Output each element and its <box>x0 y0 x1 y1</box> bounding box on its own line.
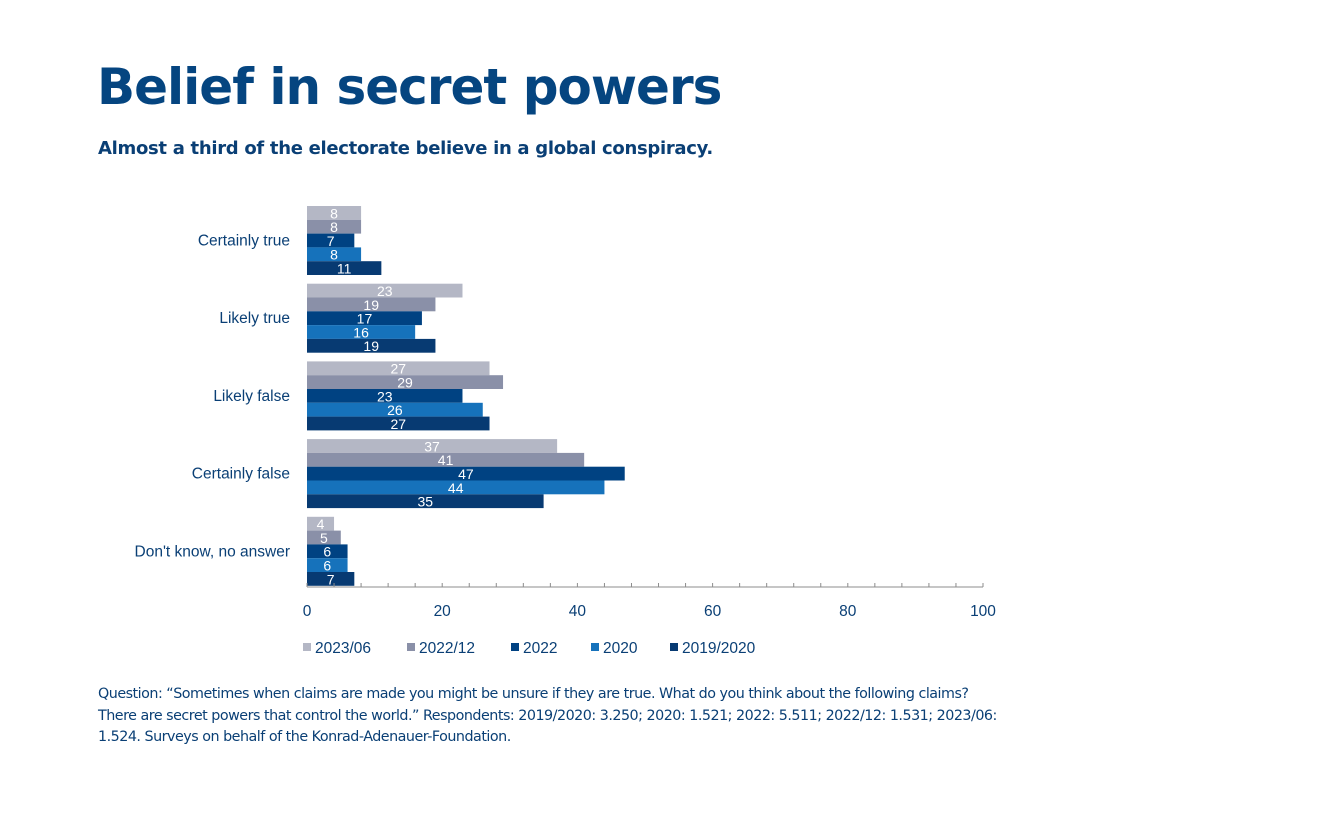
legend-swatch <box>591 643 599 651</box>
bar <box>307 466 625 481</box>
bar <box>307 206 362 220</box>
bar <box>307 297 436 312</box>
bar <box>307 389 463 403</box>
data-label: 7 <box>327 233 335 249</box>
data-label: 8 <box>330 219 338 235</box>
bar <box>307 219 362 234</box>
data-label: 6 <box>323 558 331 574</box>
bar <box>307 283 463 298</box>
bar <box>307 233 355 248</box>
category-label: Likely false <box>213 388 290 405</box>
data-label: 17 <box>357 311 373 327</box>
legend-label: 2023/06 <box>315 640 371 657</box>
data-label: 23 <box>377 388 393 404</box>
x-tick-label: 80 <box>839 603 857 620</box>
data-label: 19 <box>363 297 379 313</box>
data-label: 8 <box>330 247 338 263</box>
data-label: 19 <box>363 338 379 354</box>
data-label: 4 <box>317 516 325 532</box>
legend-label: 2020 <box>603 640 638 657</box>
category-labels: Certainly true Likely true Likely false Cer… <box>135 233 290 561</box>
data-label: 35 <box>418 494 434 510</box>
legend-swatch <box>303 643 311 651</box>
data-label: 7 <box>327 571 335 587</box>
category-label: Don't know, no answer <box>135 543 290 560</box>
data-label: 11 <box>337 261 352 277</box>
legend-label: 2022/12 <box>419 640 475 657</box>
bars-layer <box>307 206 625 586</box>
data-label: 27 <box>390 416 406 432</box>
data-label: 44 <box>448 480 464 496</box>
x-tick-label: 40 <box>569 603 587 620</box>
x-axis: 0 20 40 60 80 100 <box>303 583 996 620</box>
bar <box>307 261 382 275</box>
data-labels-layer: 8878112319171619272923262737414744354566… <box>317 205 474 587</box>
data-label: 27 <box>390 361 406 377</box>
bar <box>307 402 483 417</box>
bar <box>307 452 585 467</box>
bar <box>307 375 504 389</box>
bar <box>307 572 355 586</box>
category-label: Certainly true <box>198 233 290 250</box>
bar <box>307 311 422 326</box>
x-tick-label: 60 <box>704 603 722 620</box>
chart-subtitle: Almost a third of the electorate believe… <box>98 138 713 159</box>
legend-swatch <box>511 643 519 651</box>
x-tick-label: 0 <box>303 603 312 620</box>
data-label: 47 <box>458 466 474 482</box>
bar <box>307 480 605 495</box>
legend-swatch <box>670 643 678 651</box>
footnote: Question: “Sometimes when claims are mad… <box>98 686 997 745</box>
data-label: 23 <box>377 283 393 299</box>
bar <box>307 338 436 353</box>
bar <box>307 325 416 339</box>
data-label: 5 <box>320 530 328 546</box>
bar <box>307 558 348 572</box>
category-label: Likely true <box>219 310 290 327</box>
chart-title: Belief in secret powers <box>97 58 722 116</box>
bar <box>307 416 490 431</box>
bar <box>307 530 341 545</box>
data-label: 41 <box>438 452 454 468</box>
bar <box>307 247 362 262</box>
legend-swatch <box>407 643 415 651</box>
data-label: 29 <box>397 375 413 391</box>
data-label: 8 <box>330 205 338 221</box>
bar <box>307 516 335 531</box>
data-label: 37 <box>424 438 440 454</box>
legend: 2023/06 2022/12 2022 2020 2019/2020 <box>303 640 756 657</box>
data-label: 26 <box>387 402 403 418</box>
x-tick-label: 20 <box>434 603 452 620</box>
bar <box>307 361 490 376</box>
legend-label: 2019/2020 <box>682 640 756 657</box>
category-label: Certainly false <box>192 466 290 483</box>
bar <box>307 494 544 509</box>
legend-label: 2022 <box>523 640 557 657</box>
bar <box>307 544 348 559</box>
bar <box>307 439 558 453</box>
x-tick-label: 100 <box>970 603 996 620</box>
data-label: 16 <box>353 324 369 340</box>
data-label: 6 <box>323 544 331 560</box>
